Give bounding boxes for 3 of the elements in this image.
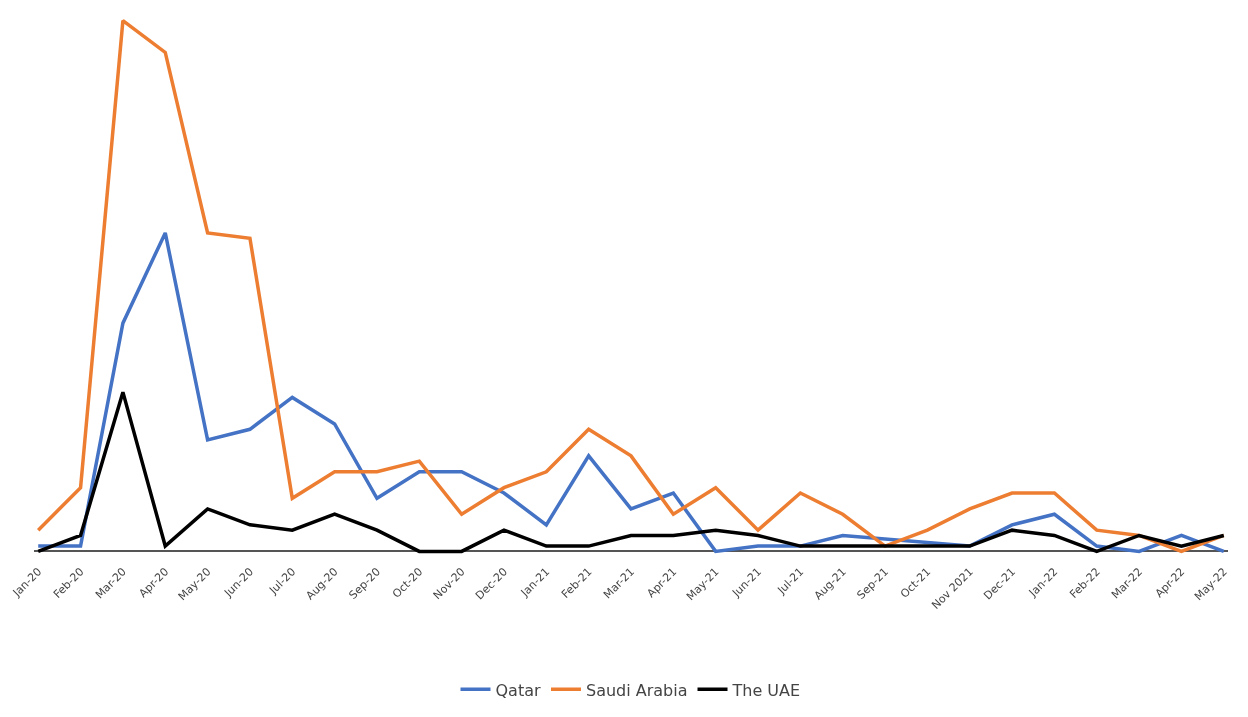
legend-label: The UAE [731,680,801,700]
legend-label: Qatar [495,680,541,700]
legend-label: Saudi Arabia [585,680,688,700]
